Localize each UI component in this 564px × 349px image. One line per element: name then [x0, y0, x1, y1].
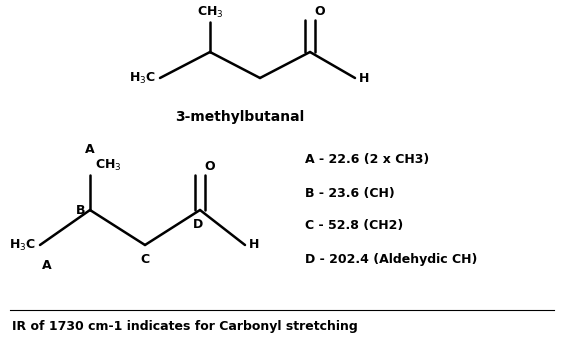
- Text: IR of 1730 cm-1 indicates for Carbonyl stretching: IR of 1730 cm-1 indicates for Carbonyl s…: [12, 320, 358, 333]
- Text: A: A: [85, 143, 95, 156]
- Text: A: A: [42, 259, 52, 272]
- Text: B - 23.6 (CH): B - 23.6 (CH): [305, 186, 395, 200]
- Text: H$_3$C: H$_3$C: [9, 237, 36, 253]
- Text: D - 202.4 (Aldehydic CH): D - 202.4 (Aldehydic CH): [305, 252, 477, 266]
- Text: CH$_3$: CH$_3$: [95, 158, 122, 173]
- Text: H: H: [359, 72, 369, 84]
- Text: C - 52.8 (CH2): C - 52.8 (CH2): [305, 220, 403, 232]
- Text: C: C: [140, 253, 149, 266]
- Text: D: D: [193, 218, 203, 231]
- Text: O: O: [205, 160, 215, 173]
- Text: CH$_3$: CH$_3$: [197, 5, 223, 20]
- Text: B: B: [76, 203, 85, 216]
- Text: O: O: [315, 5, 325, 18]
- Text: A - 22.6 (2 x CH3): A - 22.6 (2 x CH3): [305, 154, 429, 166]
- Text: H: H: [249, 238, 259, 252]
- Text: H$_3$C: H$_3$C: [129, 70, 156, 86]
- Text: 3-methylbutanal: 3-methylbutanal: [175, 110, 305, 124]
